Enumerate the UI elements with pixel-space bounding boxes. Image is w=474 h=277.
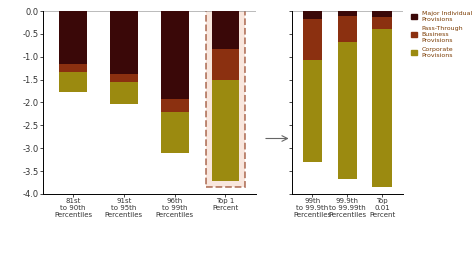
Bar: [206, 6, 245, 187]
Bar: [337, 16, 357, 42]
Bar: [211, 48, 239, 80]
Legend: Major Individual
Provisions, Pass-Through
Business
Provisions, Corporate
Provisi: Major Individual Provisions, Pass-Throug…: [410, 11, 473, 59]
Bar: [373, 29, 392, 187]
Bar: [161, 11, 189, 99]
Bar: [211, 11, 239, 48]
Bar: [373, 17, 392, 29]
Bar: [337, 42, 357, 179]
Bar: [110, 74, 138, 82]
Bar: [59, 11, 87, 64]
Bar: [161, 112, 189, 153]
Bar: [373, 11, 392, 17]
Bar: [303, 11, 322, 19]
Bar: [110, 82, 138, 104]
Bar: [59, 72, 87, 93]
Bar: [59, 64, 87, 72]
Bar: [211, 80, 239, 181]
Bar: [337, 11, 357, 16]
Bar: [161, 99, 189, 112]
Bar: [303, 19, 322, 60]
Bar: [110, 11, 138, 74]
Bar: [303, 60, 322, 162]
